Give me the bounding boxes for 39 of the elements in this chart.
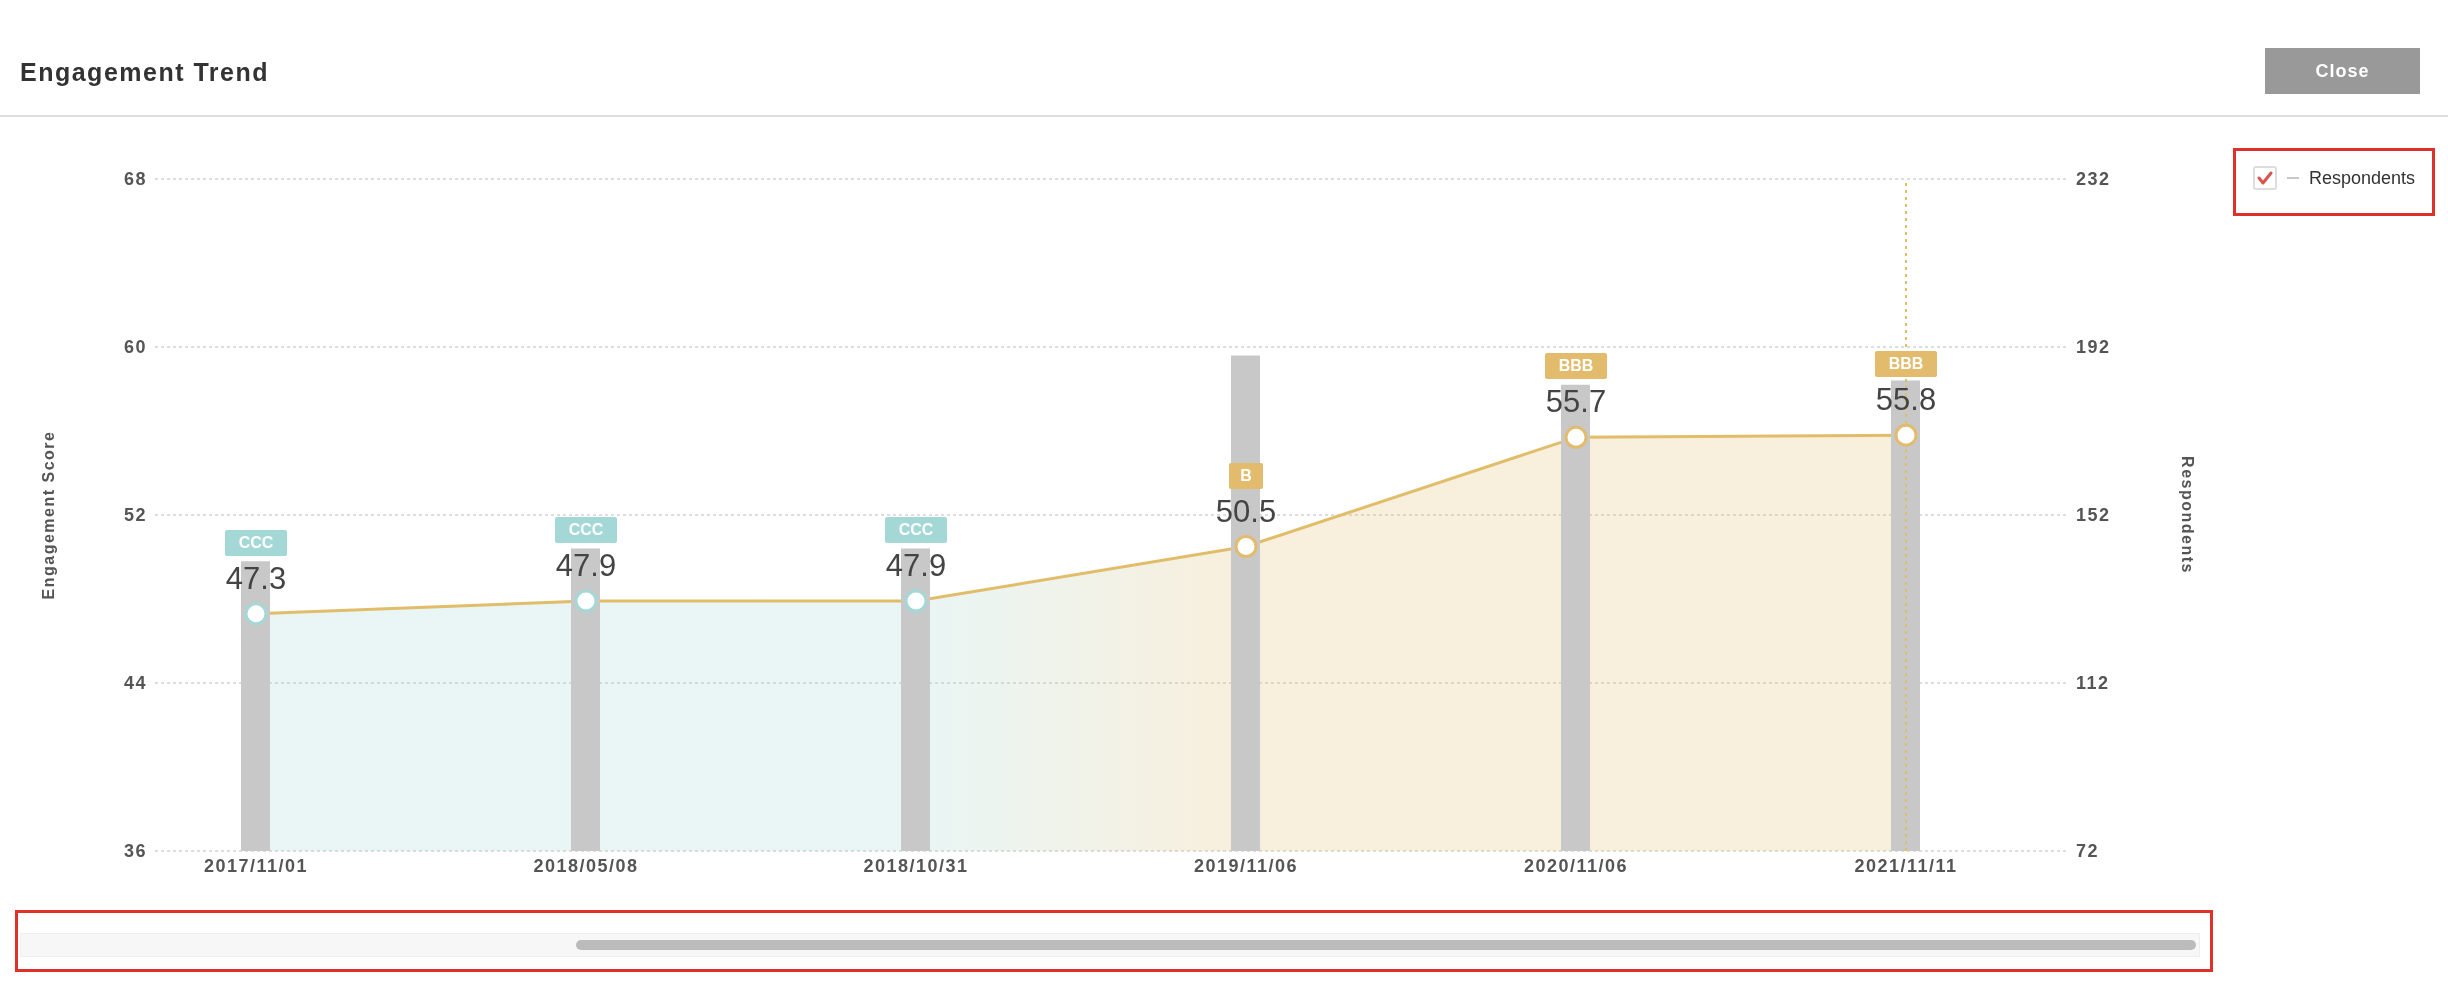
x-tick-label: 2020/11/06 [1523, 855, 1629, 876]
y-tick-label: 52 [123, 505, 147, 526]
y2-tick-label: 72 [2076, 841, 2100, 862]
data-label: 55.7 [1545, 384, 1607, 420]
rating-badge: BBB [1875, 351, 1937, 378]
y2-tick-label: 192 [2076, 337, 2111, 358]
data-label: 50.5 [1215, 493, 1277, 529]
y-tick-label: 36 [123, 841, 147, 862]
y-tick-label: 68 [123, 169, 147, 190]
rating-badge: CCC [555, 517, 617, 544]
rating-badge: BBB [1545, 353, 1607, 380]
x-tick-label: 2021/11/11 [1854, 855, 1958, 876]
x-tick-label: 2017/11/01 [203, 855, 309, 876]
point [1234, 535, 1258, 558]
close-button: Close [2265, 48, 2420, 94]
y2-tick-label: 112 [2076, 673, 2110, 694]
rating-badge: CCC [225, 529, 287, 556]
y2-tick-label: 152 [2076, 505, 2111, 526]
data-label: 47.9 [555, 548, 617, 584]
x-tick-label: 2019/11/06 [1193, 855, 1299, 876]
point [1564, 425, 1588, 449]
x-tick-label: 2018/10/31 [863, 855, 969, 876]
y-tick-label: 44 [123, 673, 147, 694]
point [574, 589, 598, 613]
point [244, 602, 268, 626]
point [1894, 423, 1918, 447]
rating-badge: B [1229, 462, 1263, 489]
rating-badge: CCC [885, 517, 947, 544]
x-tick-label: 2018/05/08 [533, 855, 639, 876]
legend-label: Respondents [2309, 167, 2416, 189]
data-label: 47.3 [225, 560, 287, 596]
y-tick-label: 60 [123, 337, 147, 358]
y2-axis-title: Respondents [2179, 456, 2197, 574]
data-label: 47.9 [885, 548, 947, 584]
point [904, 589, 928, 613]
chart-title: Engagement Trend [20, 58, 270, 87]
y-axis-title: Engagement Score [39, 430, 57, 600]
data-label: 55.8 [1875, 382, 1937, 418]
y2-tick-label: 232 [2076, 169, 2111, 190]
